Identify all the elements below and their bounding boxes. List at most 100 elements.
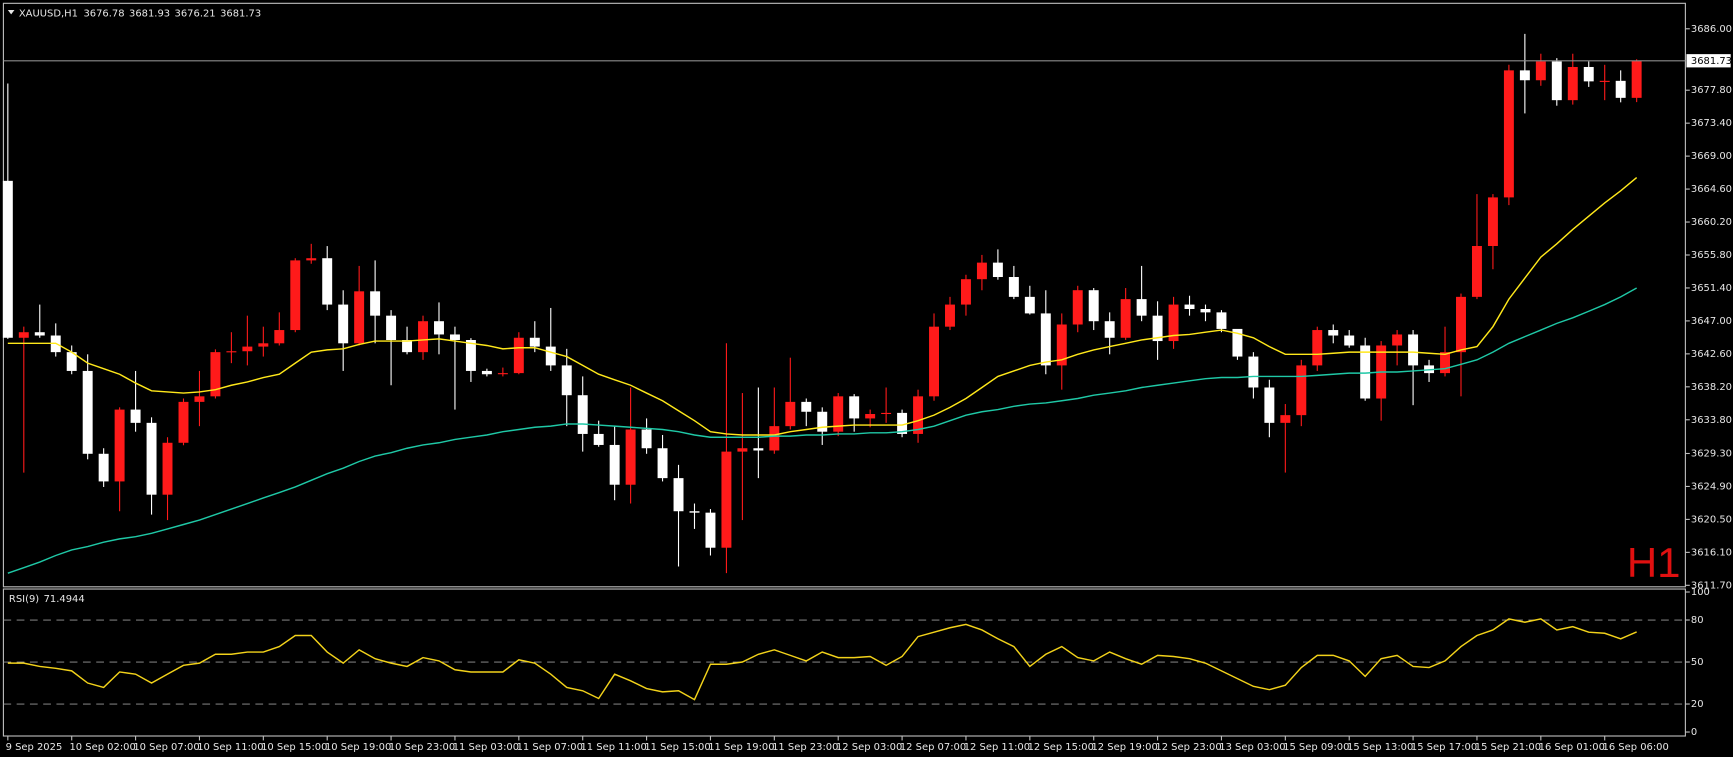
candle-body	[545, 346, 556, 366]
x-tick-label: 15 Sep 17:00	[1411, 742, 1477, 753]
candle-body	[897, 412, 908, 434]
candle-body	[593, 433, 604, 445]
candle-body	[929, 326, 939, 397]
candle-body	[1392, 334, 1403, 346]
candle-body	[226, 351, 237, 353]
candle-body	[34, 332, 45, 336]
candle-body	[913, 396, 924, 434]
candle-body	[434, 321, 444, 335]
candle-body	[1248, 356, 1259, 388]
rsi-last-value: 71.4944	[44, 594, 85, 605]
candle-body	[1104, 321, 1115, 338]
candle-body	[737, 448, 748, 452]
x-tick-label: 12 Sep 19:00	[1092, 742, 1158, 753]
x-tick-label: 12 Sep 23:00	[1155, 742, 1221, 753]
y-tick-label: 3629.30	[1691, 448, 1732, 459]
candle-body	[1072, 290, 1083, 325]
candle-body	[1184, 304, 1195, 309]
candle-body	[992, 262, 1003, 278]
candle-body	[290, 260, 301, 331]
candle-body	[178, 401, 189, 443]
candle-body	[960, 279, 971, 305]
x-tick-label: 12 Sep 15:00	[1028, 742, 1094, 753]
y-tick-label: 100	[1691, 587, 1710, 598]
collapse-icon[interactable]	[7, 9, 15, 15]
candle-body	[817, 411, 828, 432]
x-tick-label: 15 Sep 13:00	[1347, 742, 1413, 753]
candle-body	[577, 395, 588, 434]
candle-body	[1136, 299, 1147, 316]
x-tick-label: 13 Sep 03:00	[1219, 742, 1285, 753]
candle-body	[1615, 80, 1626, 98]
x-tick-label: 10 Sep 11:00	[197, 742, 263, 753]
candle-body	[1296, 365, 1307, 416]
candle-body	[721, 451, 732, 548]
candle-body	[1583, 66, 1594, 82]
y-tick-label: 3611.70	[1691, 580, 1732, 591]
current-price-box	[1686, 54, 1731, 68]
candle-body	[1280, 415, 1291, 423]
x-tick-label: 12 Sep 11:00	[964, 742, 1030, 753]
candle-body	[370, 291, 381, 316]
candle-body	[449, 334, 460, 341]
candle-body	[146, 422, 157, 495]
moving-average	[7, 287, 1637, 574]
candle-body	[1216, 312, 1227, 329]
x-tick-label: 11 Sep 11:00	[580, 742, 646, 753]
candle-body	[769, 426, 780, 451]
candle-body	[865, 414, 876, 419]
candle-body	[274, 330, 285, 344]
symbol: XAUUSD,H1	[19, 8, 78, 19]
y-tick-label: 3647.00	[1691, 316, 1732, 327]
candle-body	[1535, 61, 1546, 81]
last-high: 3681.93	[129, 8, 170, 19]
last-close: 3681.73	[220, 8, 261, 19]
x-tick-label: 16 Sep 01:00	[1539, 742, 1605, 753]
candle-body	[1487, 197, 1498, 247]
candle-body	[1344, 335, 1355, 346]
x-tick-label: 11 Sep 23:00	[772, 742, 838, 753]
candle-body	[130, 409, 141, 423]
candle-body	[465, 340, 476, 371]
y-tick-label: 3677.80	[1691, 85, 1732, 96]
x-tick-label: 16 Sep 06:00	[1603, 742, 1669, 753]
candle-body	[513, 337, 524, 374]
candle-body	[1232, 328, 1243, 357]
candle-body	[976, 262, 987, 280]
candle-body	[1088, 290, 1099, 322]
candle-body	[801, 401, 812, 412]
candle-body	[849, 396, 860, 419]
y-tick-label: 3620.50	[1691, 514, 1732, 525]
candle-body	[561, 365, 572, 396]
candle-body	[338, 304, 349, 344]
x-tick-label: 11 Sep 15:00	[644, 742, 710, 753]
candle-body	[354, 291, 365, 344]
candle-body	[1152, 315, 1163, 342]
candle-body	[657, 448, 668, 479]
rsi-line	[7, 618, 1637, 701]
candle-body	[1120, 299, 1131, 338]
candle-body	[322, 258, 333, 305]
candle-body	[1503, 70, 1514, 198]
candle-body	[497, 373, 508, 375]
y-tick-label: 3664.60	[1691, 184, 1732, 195]
candle-body	[529, 337, 540, 347]
last-low: 3676.21	[175, 8, 216, 19]
candle-body	[162, 442, 173, 495]
candle-body	[1631, 60, 1642, 98]
y-tick-label: 3616.10	[1691, 547, 1732, 558]
candle-body	[673, 478, 684, 512]
candle-body	[1024, 296, 1035, 314]
candle-body	[1040, 313, 1051, 366]
candle-body	[689, 511, 700, 513]
x-tick-label: 10 Sep 23:00	[389, 742, 455, 753]
x-tick-label: 9 Sep 2025	[6, 742, 63, 753]
chart-header: XAUUSD,H1 3676.78 3681.93 3676.21 3681.73	[19, 8, 261, 19]
timeframe-label: H1	[1627, 539, 1681, 586]
candle-body	[833, 396, 844, 432]
candle-body	[418, 321, 428, 353]
candle-body	[1056, 324, 1067, 366]
candle-body	[194, 396, 205, 402]
candle-body	[1264, 387, 1275, 423]
